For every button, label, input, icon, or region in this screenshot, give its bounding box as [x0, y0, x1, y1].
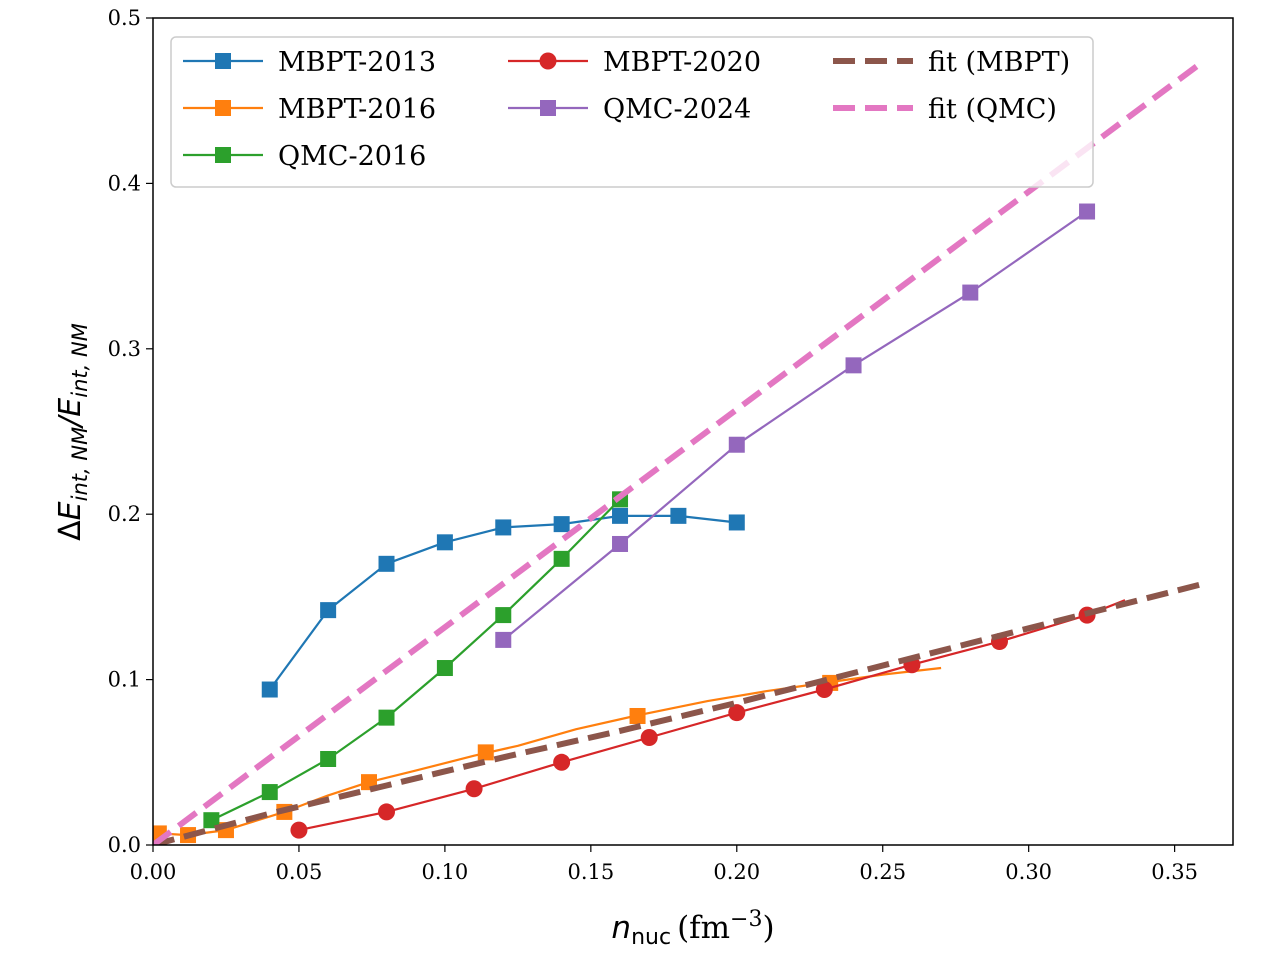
data-point-marker — [640, 728, 658, 746]
legend-item-qmc-2024: QMC-2024 — [508, 94, 751, 125]
y-axis-label: ΔEint, NM/Eint, NM — [53, 323, 92, 541]
series-qmc-2016 — [203, 491, 629, 829]
data-point-marker — [495, 519, 512, 536]
legend-label: QMC-2024 — [603, 94, 751, 125]
data-point-marker — [670, 507, 687, 524]
x-tick-label: 0.15 — [567, 860, 614, 884]
y-tick-label: 0.1 — [108, 668, 141, 692]
data-point-marker — [290, 821, 308, 839]
data-point-marker — [553, 516, 570, 533]
data-point-marker — [728, 514, 745, 531]
y-tick-label: 0.0 — [108, 833, 141, 857]
series-layer — [153, 58, 1206, 845]
series-fit-qmc — [153, 58, 1206, 845]
x-tick-label: 0.25 — [859, 860, 906, 884]
y-axis-label-sub1: int, NM — [68, 427, 92, 502]
series-qmc-2024 — [495, 203, 1096, 648]
y-axis-label-e1: E — [53, 501, 88, 520]
series-line-qmc-2016 — [210, 498, 621, 822]
data-point-marker — [553, 550, 570, 567]
data-point-marker — [815, 681, 833, 699]
x-axis-label-exp: −3 — [730, 907, 762, 932]
legend-label: fit (MBPT) — [928, 47, 1070, 78]
data-point-marker — [1079, 203, 1096, 220]
data-point-marker — [612, 535, 629, 552]
y-tick-label: 0.2 — [108, 502, 141, 526]
data-point-marker — [612, 507, 629, 524]
data-point-marker — [465, 780, 483, 798]
data-point-marker — [728, 436, 745, 453]
x-tick-label: 0.30 — [1005, 860, 1052, 884]
series-fit-mbpt — [153, 580, 1205, 845]
y-axis-label-slash: / — [53, 414, 88, 430]
data-point-marker — [203, 812, 220, 829]
data-point-marker — [261, 784, 278, 801]
data-point-marker — [378, 709, 395, 726]
data-point-marker — [436, 660, 453, 677]
data-point-marker — [728, 704, 746, 722]
x-axis-label-unit: (fm — [677, 910, 730, 946]
series-line-qmc-2024 — [502, 210, 1088, 641]
x-axis-label-close: ) — [762, 910, 774, 946]
x-tick-label: 0.35 — [1151, 860, 1198, 884]
x-axis-ticks: 0.00 0.05 0.10 0.15 0.20 0.25 0.30 0.35 — [130, 845, 1198, 884]
legend-marker — [215, 53, 231, 69]
data-point-marker — [845, 357, 862, 374]
legend-marker — [215, 147, 231, 163]
plot-frame — [152, 17, 1234, 846]
data-point-marker — [261, 681, 278, 698]
data-point-marker — [378, 803, 396, 821]
y-axis-label-delta: Δ — [53, 520, 88, 541]
legend-box — [170, 36, 1094, 188]
legend-label: fit (QMC) — [928, 94, 1057, 125]
legend-item-fit-qmc: fit (QMC) — [833, 94, 1057, 125]
legend-item-fit-mbpt: fit (MBPT) — [833, 47, 1070, 78]
x-tick-label: 0.05 — [276, 860, 323, 884]
legend-label: QMC-2016 — [278, 141, 426, 172]
x-axis-label-sub: nuc — [631, 925, 671, 950]
data-point-marker — [962, 284, 979, 301]
y-axis-label-e2: E — [53, 398, 88, 417]
x-tick-label: 0.10 — [422, 860, 469, 884]
data-point-marker — [436, 534, 453, 551]
legend-marker — [539, 52, 557, 70]
legend-marker — [540, 100, 556, 116]
legend-marker — [215, 100, 231, 116]
y-tick-label: 0.3 — [108, 337, 141, 361]
legend-label: MBPT-2016 — [278, 94, 436, 125]
x-axis-label: nnuc (fm−3) — [611, 907, 774, 950]
legend-item-qmc-2016: QMC-2016 — [183, 141, 426, 172]
x-axis-label-var: n — [611, 910, 631, 946]
x-tick-label: 0.00 — [130, 860, 177, 884]
legend-label: MBPT-2013 — [278, 47, 436, 78]
series-mbpt-2013 — [261, 507, 745, 698]
legend-item-mbpt-2020: MBPT-2020 — [508, 47, 761, 78]
x-tick-label: 0.20 — [713, 860, 760, 884]
series-line-mbpt-2013 — [268, 514, 737, 691]
y-axis-ticks: 0.0 0.1 0.2 0.3 0.4 0.5 — [108, 6, 153, 857]
data-point-marker — [629, 707, 646, 724]
series-line-fit-mbpt — [153, 580, 1205, 845]
data-point-marker — [495, 631, 512, 648]
data-point-marker — [477, 744, 494, 761]
data-point-marker — [320, 602, 337, 619]
legend-item-mbpt-2013: MBPT-2013 — [183, 47, 436, 78]
legend-label: MBPT-2020 — [603, 47, 761, 78]
data-point-marker — [320, 750, 337, 767]
y-tick-label: 0.4 — [108, 171, 141, 195]
legend-item-mbpt-2016: MBPT-2016 — [183, 94, 436, 125]
series-line-fit-qmc — [153, 58, 1206, 845]
data-point-marker — [495, 607, 512, 624]
data-point-marker — [553, 753, 571, 771]
y-axis-label-sub2: int, NM — [68, 323, 92, 398]
legend: MBPT-2013 MBPT-2016 QMC-2016 MBPT-2020 QMC-2… — [170, 36, 1094, 188]
y-tick-label: 0.5 — [108, 6, 141, 30]
series-mbpt-2020 — [290, 599, 1126, 839]
data-point-marker — [378, 555, 395, 572]
